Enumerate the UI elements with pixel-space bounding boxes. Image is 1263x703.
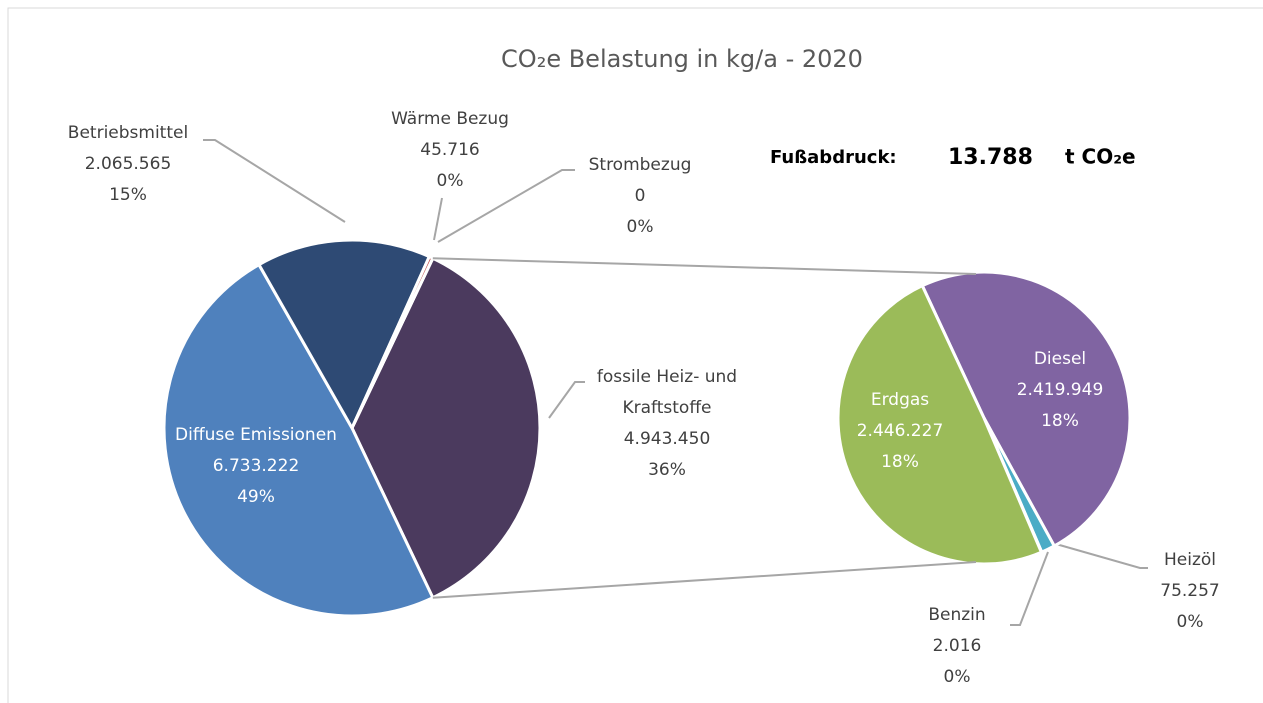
pie-slice <box>162 262 435 618</box>
leader-line <box>548 381 585 419</box>
label-value: 2.065.565 <box>84 154 172 174</box>
leader-line <box>437 169 575 243</box>
frame <box>7 7 1263 703</box>
data-label: Heizöl 75.257 0% <box>1130 545 1250 638</box>
footprint-label: Fußabdruck: <box>770 147 897 168</box>
label-category: fossile Heiz- und Kraftstoffe <box>596 367 738 418</box>
leader-line <box>203 139 346 223</box>
label-category: Heizöl <box>1163 550 1216 570</box>
connector-line <box>432 561 977 599</box>
data-label: Diesel 2.419.949 18% <box>990 344 1130 437</box>
data-label: Wärme Bezug 45.716 0% <box>350 104 550 197</box>
chart-title: CO₂e Belastung in kg/a - 2020 <box>501 45 863 73</box>
leader-lines <box>203 139 1148 626</box>
label-value: 75.257 <box>1160 581 1220 601</box>
label-category: Erdgas <box>870 390 930 410</box>
label-category: Strombezug <box>588 155 692 175</box>
label-value: 45.716 <box>420 140 480 160</box>
label-category: Diesel <box>1033 349 1087 369</box>
data-label: Benzin 2.016 0% <box>897 600 1017 693</box>
connector-line <box>432 257 977 275</box>
label-value: 6.733.222 <box>212 456 300 476</box>
label-percent: 18% <box>881 452 919 472</box>
label-value: 2.446.227 <box>856 421 944 441</box>
label-percent: 0% <box>626 217 654 237</box>
pie-slice <box>256 238 432 432</box>
pie-slice <box>836 283 1044 566</box>
label-category: Wärme Bezug <box>391 109 509 129</box>
label-percent: 49% <box>237 487 275 507</box>
label-percent: 36% <box>648 460 686 480</box>
label-value: 2.016 <box>932 636 982 656</box>
label-percent: 0% <box>436 171 464 191</box>
leader-line <box>1055 543 1148 569</box>
label-percent: 18% <box>1041 411 1079 431</box>
data-label: Erdgas 2.446.227 18% <box>830 385 970 478</box>
label-category: Diffuse Emissionen <box>175 425 337 445</box>
data-label: fossile Heiz- und Kraftstoffe 4.943.450 36… <box>582 362 752 486</box>
leader-line <box>433 197 443 241</box>
label-category: Benzin <box>928 605 986 625</box>
label-value: 0 <box>634 186 646 206</box>
footprint-value: 13.788 <box>948 145 1033 170</box>
label-value: 2.419.949 <box>1016 380 1104 400</box>
data-label: Strombezug 0 0% <box>560 150 720 243</box>
pie-slice <box>350 257 435 429</box>
label-percent: 15% <box>109 185 147 205</box>
pie-slice <box>350 256 542 600</box>
label-percent: 0% <box>1176 612 1204 632</box>
data-label: Diffuse Emissionen 6.733.222 49% <box>146 420 366 513</box>
label-percent: 0% <box>943 667 971 687</box>
label-category: Betriebsmittel <box>67 123 189 143</box>
pie-slice <box>920 270 1132 549</box>
data-label: Betriebsmittel 2.065.565 15% <box>28 118 228 211</box>
label-value: 4.943.450 <box>623 429 711 449</box>
leader-line <box>1010 551 1049 626</box>
footprint-unit: t CO₂e <box>1065 145 1136 169</box>
